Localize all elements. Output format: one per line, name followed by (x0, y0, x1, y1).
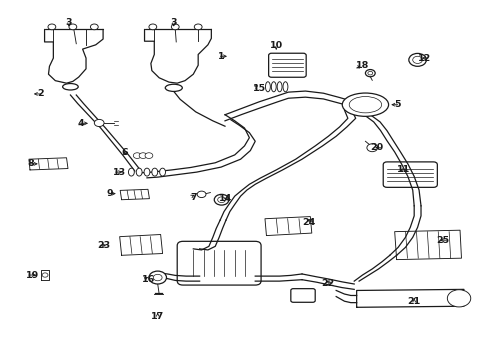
Text: 13: 13 (113, 168, 126, 177)
Polygon shape (356, 289, 463, 307)
Circle shape (217, 197, 225, 203)
Text: 6: 6 (122, 148, 128, 157)
Text: 9: 9 (107, 189, 113, 198)
Circle shape (214, 194, 228, 205)
Text: 20: 20 (369, 143, 383, 152)
Ellipse shape (128, 168, 134, 176)
Text: 2: 2 (37, 89, 43, 98)
Circle shape (42, 273, 48, 277)
Circle shape (133, 153, 141, 158)
Text: 24: 24 (301, 218, 315, 227)
Text: 10: 10 (269, 41, 282, 50)
Circle shape (90, 24, 98, 30)
Text: 19: 19 (26, 270, 39, 279)
Circle shape (149, 24, 157, 30)
Ellipse shape (62, 84, 78, 90)
Ellipse shape (271, 82, 276, 92)
Ellipse shape (277, 82, 282, 92)
Text: 23: 23 (97, 241, 110, 250)
Circle shape (48, 24, 56, 30)
Ellipse shape (342, 93, 388, 116)
Text: 7: 7 (189, 193, 196, 202)
Ellipse shape (144, 168, 150, 176)
Circle shape (365, 69, 374, 77)
Circle shape (194, 24, 202, 30)
Text: 25: 25 (435, 236, 448, 245)
Circle shape (69, 24, 77, 30)
Text: 14: 14 (219, 194, 232, 203)
Text: 5: 5 (393, 100, 400, 109)
Circle shape (366, 144, 377, 152)
Text: 21: 21 (407, 297, 420, 306)
Circle shape (149, 271, 166, 284)
Text: 15: 15 (253, 84, 266, 93)
Text: 22: 22 (321, 279, 334, 288)
Circle shape (139, 153, 147, 158)
Text: 17: 17 (151, 312, 164, 321)
Circle shape (412, 56, 422, 63)
Circle shape (94, 120, 104, 127)
Ellipse shape (348, 96, 381, 113)
Circle shape (447, 290, 470, 307)
Ellipse shape (165, 84, 182, 91)
Ellipse shape (136, 168, 142, 176)
Text: 1: 1 (217, 52, 224, 61)
Ellipse shape (265, 82, 270, 92)
Text: 3: 3 (65, 18, 72, 27)
Text: 11: 11 (396, 166, 409, 175)
Ellipse shape (152, 168, 158, 176)
Ellipse shape (283, 82, 287, 92)
Circle shape (171, 24, 179, 30)
Circle shape (197, 191, 205, 198)
Ellipse shape (159, 168, 165, 176)
Circle shape (367, 71, 372, 75)
Text: 16: 16 (142, 275, 155, 284)
Text: 12: 12 (417, 54, 430, 63)
FancyBboxPatch shape (383, 162, 436, 187)
Circle shape (153, 274, 162, 281)
Circle shape (145, 153, 153, 158)
FancyBboxPatch shape (268, 53, 305, 77)
Text: 8: 8 (27, 159, 34, 168)
FancyBboxPatch shape (290, 289, 315, 302)
Circle shape (408, 53, 426, 66)
Text: 4: 4 (78, 119, 84, 128)
FancyBboxPatch shape (177, 241, 261, 285)
Text: 18: 18 (355, 62, 368, 71)
Text: 3: 3 (170, 18, 177, 27)
